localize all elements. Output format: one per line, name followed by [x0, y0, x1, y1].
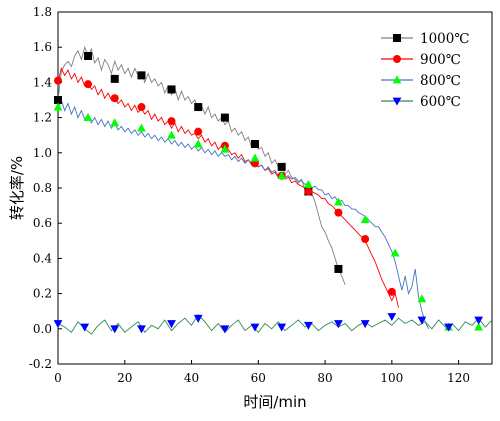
x-axis: 0 20 40 60 80 100 120 — [54, 360, 470, 385]
data-point — [84, 52, 93, 60]
data-point — [250, 140, 259, 148]
data-point — [387, 313, 397, 322]
x-axis-title: 时间/min — [243, 393, 306, 411]
data-point — [390, 248, 400, 257]
data-point — [194, 103, 203, 112]
series-line — [57, 45, 346, 285]
series-markers — [53, 52, 484, 334]
series-line — [57, 98, 430, 329]
data-point — [303, 179, 313, 188]
data-point — [474, 316, 484, 325]
data-point — [53, 320, 63, 329]
legend-label: 1000℃ — [420, 31, 469, 47]
data-point — [137, 71, 146, 80]
data-point — [54, 76, 62, 85]
legend-marker — [392, 75, 402, 84]
y-tick-label: -0.2 — [29, 357, 52, 371]
y-axis-title: 转化率/% — [8, 156, 26, 220]
data-point — [137, 325, 146, 334]
data-point — [277, 162, 286, 171]
data-point — [80, 323, 90, 332]
data-point — [137, 123, 146, 132]
data-point — [167, 85, 176, 94]
data-point — [334, 197, 343, 206]
legend: 1000℃ 900℃ 800℃ 600℃ — [378, 18, 486, 110]
data-point — [84, 80, 93, 89]
data-point — [167, 320, 176, 329]
data-point — [334, 264, 343, 273]
data-point — [53, 102, 63, 111]
data-point — [334, 208, 343, 217]
y-tick-label: 0.8 — [33, 181, 52, 195]
y-tick-label: 0.2 — [33, 287, 52, 301]
y-tick-label: 0.6 — [33, 216, 52, 230]
y-tick-label: 1.2 — [33, 111, 52, 125]
data-point — [193, 139, 203, 148]
data-point — [250, 153, 260, 162]
y-tick-label: 1.8 — [33, 5, 52, 19]
x-tick-label: 120 — [447, 371, 470, 385]
data-point — [250, 323, 260, 332]
data-point — [277, 171, 287, 180]
data-point — [220, 325, 230, 334]
data-point — [110, 94, 119, 103]
data-point — [220, 113, 229, 122]
legend-label: 600℃ — [420, 94, 461, 110]
legend-label: 900℃ — [420, 52, 461, 68]
data-point — [304, 187, 313, 196]
data-point — [220, 144, 230, 153]
y-tick-label: 1.0 — [33, 146, 52, 160]
data-point — [417, 316, 427, 325]
data-point — [444, 323, 453, 332]
y-tick-label: 1.6 — [33, 40, 52, 54]
legend-marker — [393, 55, 401, 63]
data-point — [193, 314, 203, 323]
data-point — [137, 103, 146, 112]
series-line — [57, 66, 399, 308]
data-point — [474, 322, 484, 331]
x-tick-label: 0 — [54, 371, 62, 385]
data-point — [387, 287, 396, 296]
y-tick-label: 0.4 — [33, 251, 52, 265]
legend-marker — [393, 34, 401, 42]
data-point — [54, 96, 62, 104]
data-point — [334, 320, 343, 329]
data-point — [110, 118, 120, 127]
data-point — [417, 294, 427, 303]
x-tick-label: 40 — [184, 371, 199, 385]
y-tick-label: 1.4 — [33, 75, 52, 89]
x-tick-label: 60 — [251, 371, 266, 385]
legend-label: 800℃ — [420, 73, 461, 89]
data-point — [303, 321, 313, 330]
data-point — [277, 323, 287, 332]
x-tick-label: 80 — [317, 371, 332, 385]
legend-marker — [392, 97, 402, 106]
y-tick-label: 0.0 — [33, 322, 52, 336]
x-tick-label: 20 — [117, 371, 132, 385]
data-point — [194, 127, 203, 136]
x-tick-label: 100 — [380, 371, 403, 385]
data-point — [167, 130, 176, 139]
data-point — [360, 320, 370, 329]
series-line — [57, 313, 493, 335]
data-point — [360, 215, 370, 224]
data-point — [83, 113, 93, 121]
y-axis: -0.2 0.0 0.2 0.4 0.6 0.8 1.0 1.2 1.4 1.6 1.8 — [29, 5, 62, 371]
data-point — [110, 74, 119, 83]
data-point — [167, 117, 176, 126]
data-point — [361, 235, 370, 244]
data-point — [110, 325, 120, 334]
